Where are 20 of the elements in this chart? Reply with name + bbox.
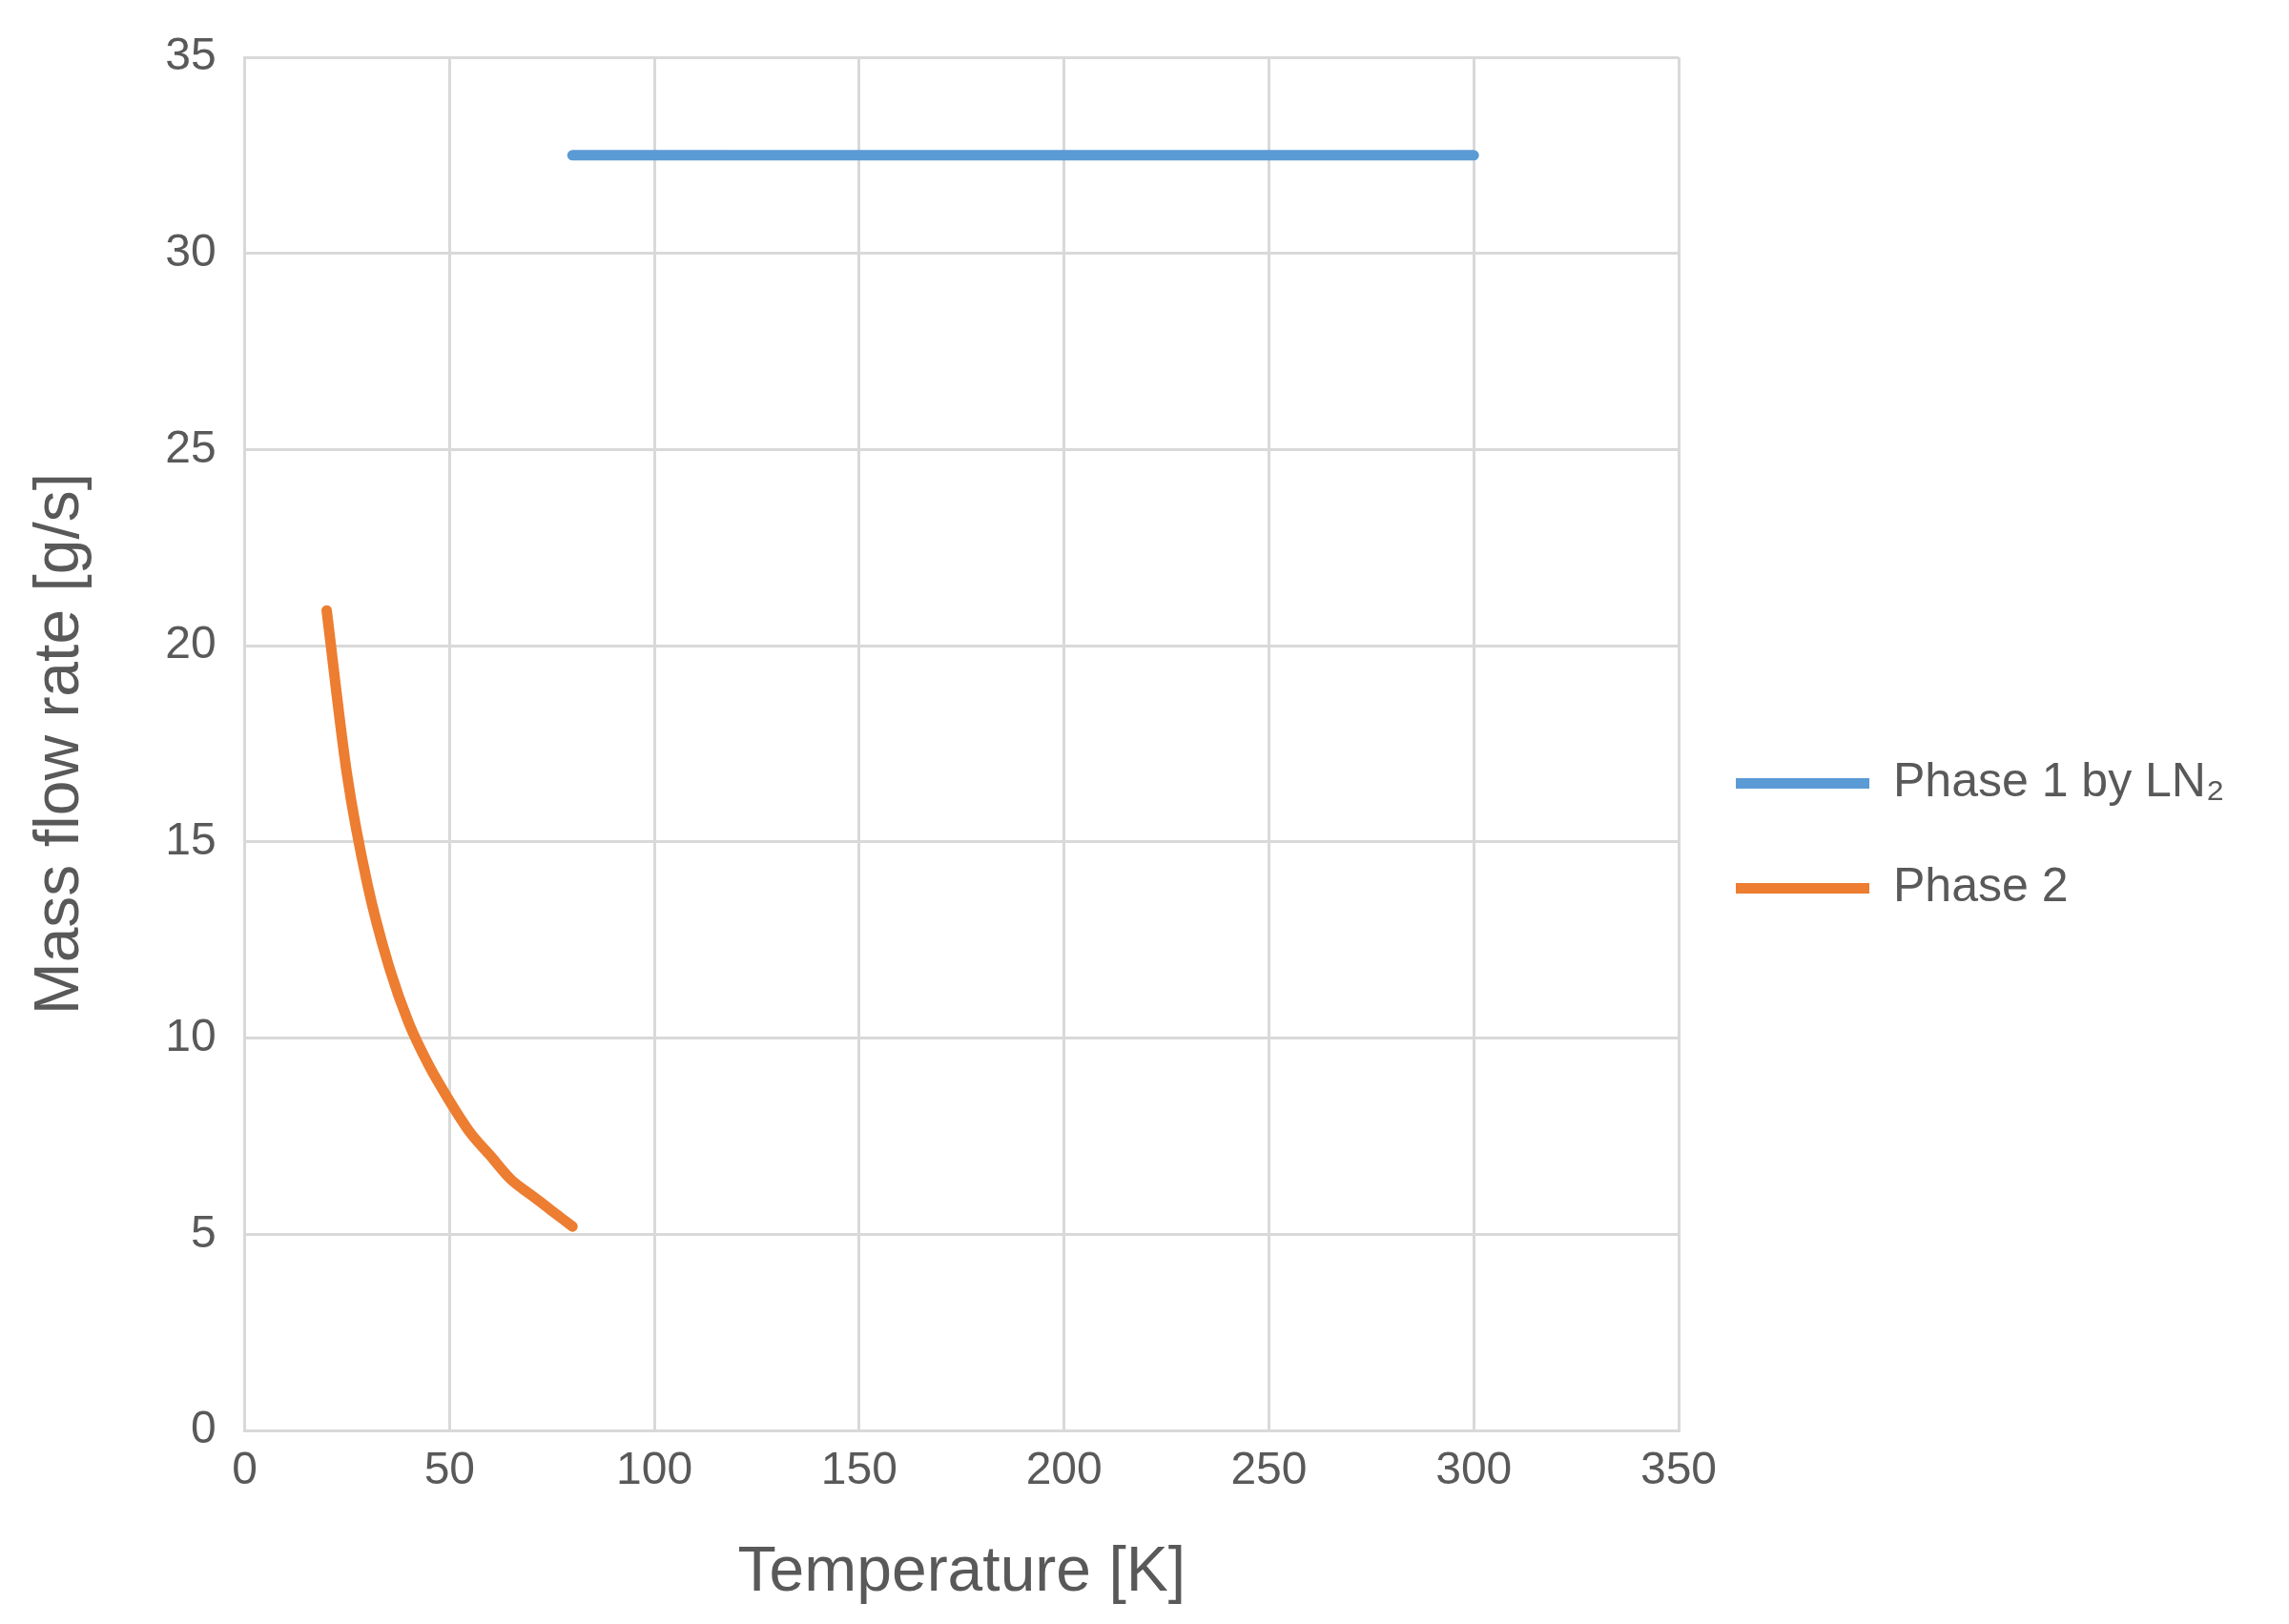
x-tick-label: 250 bbox=[1230, 1443, 1308, 1494]
legend-label: Phase 1 by LN₂ bbox=[1893, 753, 2225, 808]
y-tick-label: 35 bbox=[165, 29, 217, 80]
x-tick-label: 0 bbox=[232, 1443, 258, 1494]
x-tick-label: 150 bbox=[820, 1443, 897, 1494]
y-tick-label: 25 bbox=[165, 421, 217, 472]
y-tick-label: 30 bbox=[165, 224, 217, 276]
y-tick-label: 0 bbox=[190, 1402, 217, 1453]
x-tick-label: 50 bbox=[423, 1443, 476, 1494]
y-axis-title: Mass flow rate [g/s] bbox=[20, 472, 92, 1016]
y-tick-label: 10 bbox=[165, 1009, 217, 1060]
y-tick-label: 15 bbox=[165, 813, 217, 865]
y-tick-label: 5 bbox=[190, 1205, 217, 1257]
x-tick-label: 300 bbox=[1435, 1443, 1513, 1494]
x-axis-title: Temperature [K] bbox=[737, 1532, 1186, 1604]
x-tick-label: 350 bbox=[1639, 1443, 1718, 1494]
legend-label: Phase 2 bbox=[1893, 858, 2069, 913]
y-tick-label: 20 bbox=[165, 617, 217, 668]
x-tick-label: 100 bbox=[616, 1443, 693, 1494]
x-tick-label: 200 bbox=[1025, 1443, 1103, 1494]
